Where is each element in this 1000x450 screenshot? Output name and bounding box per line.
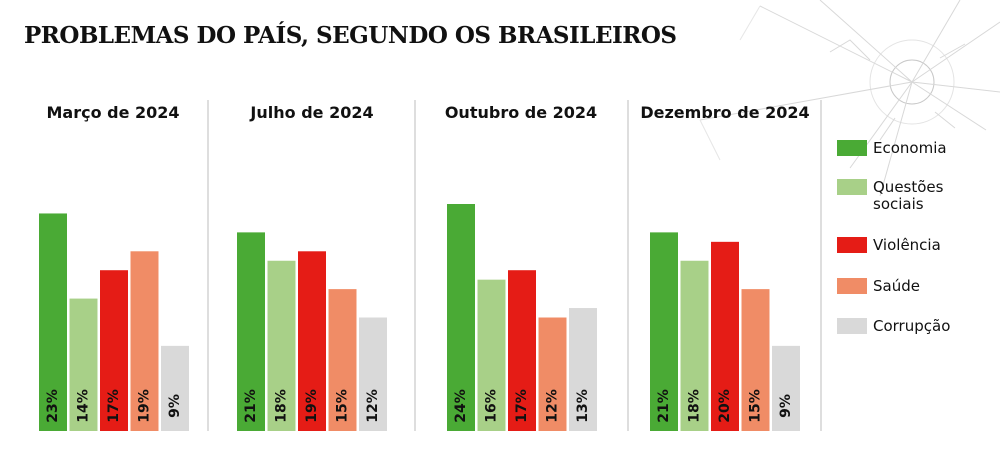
panel-4: Dezembro de 2024 21% 18% 20% 15% 9% [640, 103, 810, 431]
bar [477, 279, 506, 431]
data-label: 18% [274, 389, 290, 423]
panel-2: Julho de 2024 21% 18% 19% 15% 12% [237, 103, 387, 431]
data-label: 24% [453, 389, 469, 423]
bar [267, 260, 296, 431]
legend-item-violencia: Violência [837, 237, 941, 254]
panel-title: Outubro de 2024 [445, 103, 597, 122]
legend-swatch [837, 318, 867, 334]
data-label: 9% [778, 394, 794, 418]
data-label: 14% [76, 389, 92, 423]
panel-title: Dezembro de 2024 [640, 103, 809, 122]
chart-panels: Março de 2024 23% 14% 17% 19% 9% Julho de 2024… [39, 103, 810, 431]
legend-label: Corrupção [873, 317, 951, 335]
data-label: 15% [748, 389, 764, 423]
panel-1: Março de 2024 23% 14% 17% 19% 9% [39, 103, 189, 431]
legend-item-economia: Economia [837, 140, 947, 157]
bar [447, 204, 475, 431]
data-label: 21% [656, 389, 672, 423]
bar [237, 232, 265, 431]
data-label: 12% [365, 389, 381, 423]
panel-separators [207, 100, 822, 431]
data-label: 18% [687, 389, 703, 423]
bar [538, 317, 567, 431]
legend-swatch [837, 140, 867, 156]
legend-label: Violência [873, 236, 941, 254]
data-label: 21% [243, 389, 259, 423]
data-label: 17% [106, 389, 122, 423]
bar [161, 345, 189, 431]
legend-item-corrupcao: Corrupção [837, 318, 950, 335]
bar [711, 241, 739, 431]
panel-title: Julho de 2024 [249, 103, 373, 122]
bar [298, 251, 326, 431]
data-label: 13% [575, 389, 591, 423]
data-label: 19% [304, 389, 320, 423]
data-label: 19% [137, 389, 153, 423]
legend-label: Economia [873, 139, 947, 157]
bar [69, 298, 98, 431]
data-label: 15% [335, 389, 351, 423]
legend-label: Saúde [873, 277, 920, 295]
data-label: 12% [545, 389, 561, 423]
legend-swatch [837, 237, 867, 253]
legend-swatch [837, 179, 867, 195]
data-label: 20% [717, 389, 733, 423]
panel-3: Outubro de 2024 24% 16% 17% 12% 13% [445, 103, 597, 431]
bar [508, 270, 536, 431]
data-label: 17% [514, 389, 530, 423]
data-label: 9% [167, 394, 183, 418]
bar [650, 232, 678, 431]
legend-item-questoes-sociais: Questões sociais [837, 179, 973, 213]
bar [741, 289, 770, 431]
cracked-glass-decoration [699, 0, 1000, 197]
bar [100, 270, 128, 431]
panel-title: Março de 2024 [46, 103, 179, 122]
legend-label: Questões sociais [873, 178, 944, 213]
legend-swatch [837, 278, 867, 294]
bar [680, 260, 709, 431]
data-label: 23% [45, 389, 61, 423]
bar [569, 308, 597, 431]
chart-title: PROBLEMAS DO PAÍS, SEGUNDO OS BRASILEIRO… [24, 22, 677, 49]
bar [772, 345, 800, 431]
legend-item-saude: Saúde [837, 278, 920, 295]
bar [328, 289, 357, 431]
bar [39, 213, 67, 431]
bar [359, 317, 387, 431]
bar [130, 251, 159, 431]
data-label: 16% [484, 389, 500, 423]
